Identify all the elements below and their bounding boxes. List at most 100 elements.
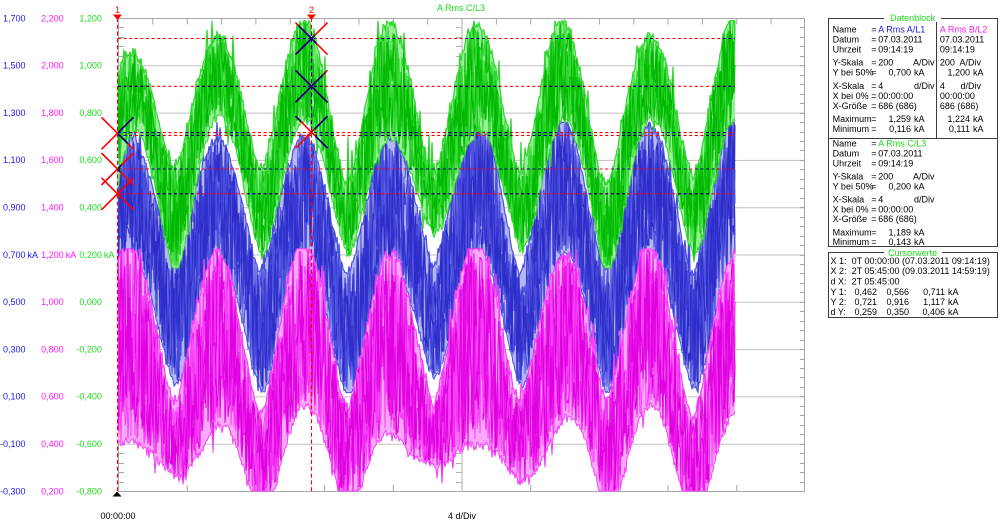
svg-text:1,000: 1,000 bbox=[41, 297, 64, 307]
svg-text:X 2:: X 2: bbox=[831, 266, 847, 276]
svg-text:A Rms B/L2: A Rms B/L2 bbox=[940, 24, 988, 34]
svg-text:0,700: 0,700 bbox=[888, 68, 911, 78]
svg-text:686 (686): 686 (686) bbox=[878, 101, 917, 111]
svg-text:Y 2:: Y 2: bbox=[831, 297, 847, 307]
svg-text:0,200: 0,200 bbox=[79, 250, 102, 260]
svg-text:=: = bbox=[871, 44, 876, 54]
svg-text:2,000: 2,000 bbox=[41, 61, 64, 71]
svg-text:Minimum: Minimum bbox=[833, 237, 870, 247]
svg-text:d/Div: d/Div bbox=[960, 81, 981, 91]
svg-text:0,462: 0,462 bbox=[854, 287, 877, 297]
svg-text:0,800: 0,800 bbox=[41, 344, 64, 354]
svg-text:d X:: d X: bbox=[831, 277, 847, 287]
svg-text:-0,600: -0,600 bbox=[76, 439, 102, 449]
svg-text:09:14:19: 09:14:19 bbox=[940, 44, 975, 54]
svg-text:4 d/Div: 4 d/Div bbox=[448, 511, 477, 521]
svg-text:0,200: 0,200 bbox=[41, 486, 64, 496]
svg-text:0,721: 0,721 bbox=[854, 297, 877, 307]
svg-text:=: = bbox=[871, 114, 876, 124]
svg-text:0,406: 0,406 bbox=[922, 307, 945, 317]
svg-text:0,100: 0,100 bbox=[3, 392, 26, 402]
svg-text:Uhrzeit: Uhrzeit bbox=[833, 44, 862, 54]
svg-text:kA: kA bbox=[948, 287, 959, 297]
svg-text:1,300: 1,300 bbox=[3, 108, 26, 118]
svg-text:(07.03.2011 09:14:19): (07.03.2011 09:14:19) bbox=[902, 256, 990, 266]
svg-text:A Rms C/L3: A Rms C/L3 bbox=[878, 139, 926, 149]
svg-text:0,900: 0,900 bbox=[3, 203, 26, 213]
svg-text:X-Skala: X-Skala bbox=[833, 81, 865, 91]
svg-text:0,259: 0,259 bbox=[854, 307, 877, 317]
svg-text:0,400: 0,400 bbox=[79, 203, 102, 213]
svg-text:Name: Name bbox=[833, 24, 857, 34]
svg-text:=: = bbox=[871, 68, 876, 78]
svg-text:Datum: Datum bbox=[833, 34, 860, 44]
svg-text:0,111: 0,111 bbox=[949, 124, 970, 134]
svg-text:X-Größe: X-Größe bbox=[833, 214, 868, 224]
svg-text:1,189: 1,189 bbox=[888, 227, 911, 237]
svg-text:Minimum: Minimum bbox=[833, 124, 870, 134]
svg-text:kA: kA bbox=[914, 181, 925, 191]
svg-text:A/Div: A/Div bbox=[913, 58, 935, 68]
svg-text:Cursorwerte: Cursorwerte bbox=[888, 248, 937, 258]
svg-text:d/Div: d/Div bbox=[914, 194, 935, 204]
svg-text:=: = bbox=[871, 91, 876, 101]
svg-text:-0,800: -0,800 bbox=[76, 486, 102, 496]
svg-text:07.03.2011: 07.03.2011 bbox=[940, 34, 984, 44]
svg-text:Y 1:: Y 1: bbox=[831, 287, 847, 297]
svg-text:686 (686): 686 (686) bbox=[940, 101, 979, 111]
svg-text:kA: kA bbox=[914, 227, 925, 237]
svg-text:A/Div: A/Div bbox=[959, 58, 981, 68]
svg-text:0,300: 0,300 bbox=[3, 344, 26, 354]
svg-text:Maximum: Maximum bbox=[833, 227, 872, 237]
svg-text:kA: kA bbox=[28, 250, 39, 260]
svg-text:A Rms C/L3: A Rms C/L3 bbox=[437, 3, 485, 13]
svg-text:0,600: 0,600 bbox=[41, 392, 64, 402]
svg-text:=: = bbox=[871, 237, 876, 247]
svg-text:0,116: 0,116 bbox=[889, 124, 911, 134]
svg-text:Y bei 50%: Y bei 50% bbox=[833, 181, 874, 191]
svg-text:-0,400: -0,400 bbox=[76, 392, 102, 402]
svg-text:Y-Skala: Y-Skala bbox=[833, 58, 864, 68]
svg-text:(09.03.2011 14:59:19): (09.03.2011 14:59:19) bbox=[902, 266, 990, 276]
svg-text:kA: kA bbox=[914, 237, 925, 247]
svg-text:kA: kA bbox=[914, 114, 925, 124]
svg-text:=: = bbox=[871, 171, 876, 181]
svg-text:200: 200 bbox=[878, 58, 893, 68]
svg-text:X 1:: X 1: bbox=[831, 256, 847, 266]
svg-text:0,500: 0,500 bbox=[3, 297, 26, 307]
svg-text:kA: kA bbox=[66, 250, 77, 260]
svg-text:=: = bbox=[871, 101, 876, 111]
svg-text:=: = bbox=[871, 214, 876, 224]
svg-text:=: = bbox=[871, 181, 876, 191]
svg-text:0,400: 0,400 bbox=[41, 439, 64, 449]
svg-text:-0,100: -0,100 bbox=[0, 439, 26, 449]
svg-text:07.03.2011: 07.03.2011 bbox=[878, 34, 922, 44]
svg-text:X-Größe: X-Größe bbox=[833, 101, 868, 111]
svg-text:200: 200 bbox=[878, 171, 893, 181]
svg-text:kA: kA bbox=[104, 250, 115, 260]
svg-text:kA: kA bbox=[973, 124, 984, 134]
svg-text:00:00:00: 00:00:00 bbox=[878, 204, 913, 214]
svg-text:1,117: 1,117 bbox=[923, 297, 945, 307]
svg-text:Y bei 50%: Y bei 50% bbox=[833, 68, 874, 78]
svg-text:0T 00:00:00: 0T 00:00:00 bbox=[852, 256, 900, 266]
svg-text:Datenblock: Datenblock bbox=[890, 13, 936, 23]
svg-text:0,700: 0,700 bbox=[3, 250, 26, 260]
svg-text:d/Div: d/Div bbox=[914, 81, 935, 91]
svg-text:1,600: 1,600 bbox=[41, 155, 64, 165]
svg-text:2T 05:45:00: 2T 05:45:00 bbox=[852, 266, 900, 276]
svg-text:1,100: 1,100 bbox=[3, 155, 26, 165]
svg-text:-0,200: -0,200 bbox=[76, 344, 102, 354]
svg-text:X bei 0%: X bei 0% bbox=[833, 204, 869, 214]
svg-text:07.03.2011: 07.03.2011 bbox=[878, 148, 922, 158]
svg-text:A/Div: A/Div bbox=[913, 171, 935, 181]
svg-text:1,200: 1,200 bbox=[947, 68, 970, 78]
svg-text:=: = bbox=[871, 124, 876, 134]
svg-text:4: 4 bbox=[878, 194, 883, 204]
svg-text:09:14:19: 09:14:19 bbox=[878, 158, 913, 168]
svg-text:0,350: 0,350 bbox=[886, 307, 909, 317]
svg-text:2,200: 2,200 bbox=[41, 13, 64, 23]
svg-text:=: = bbox=[871, 194, 876, 204]
svg-text:Y-Skala: Y-Skala bbox=[833, 171, 864, 181]
svg-text:4: 4 bbox=[878, 81, 883, 91]
